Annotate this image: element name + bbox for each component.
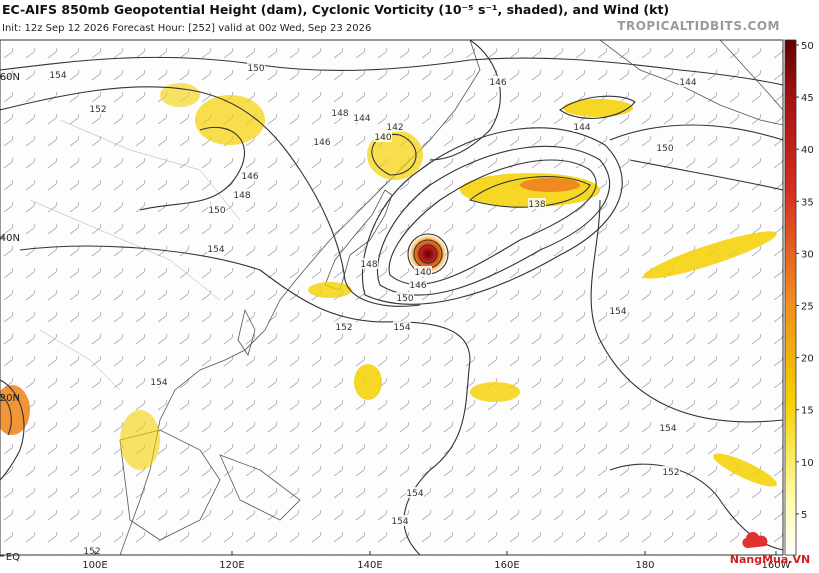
contour-label: 152 [89,105,106,115]
contour-label-bg [662,466,680,477]
contour-label-bg [386,121,404,132]
contour-label: 154 [391,517,408,527]
contour-label-bg [406,487,424,498]
contour-label-bg [659,422,677,433]
contour-label-bg [409,279,427,290]
contour-label: 146 [409,281,426,291]
contour-label: 148 [360,260,377,270]
contour-label-bg [83,545,101,555]
contour-label: 150 [247,64,264,74]
lat-label: 20N [0,393,20,404]
contour-label: 154 [609,307,626,317]
contour-label-bg [360,258,378,269]
colorbar-tick-label: 25 [801,302,814,313]
contour-label: 144 [679,78,696,88]
contour-label: 146 [489,78,506,88]
contour-label: 148 [233,191,250,201]
contour-label: 152 [662,468,679,478]
colorbar-tick-label: 30 [801,249,814,260]
contour-label-bg [353,112,371,123]
vorticity-shading [0,83,777,487]
contour-label: 154 [49,71,66,81]
site-credit: TROPICALTIDBITS.COM [617,19,780,33]
lon-label: 160W [762,560,791,571]
contour-label-bg [241,170,259,181]
contour-label: 144 [353,114,370,124]
watermark-icon [742,532,768,548]
colorbar-scale [784,39,797,556]
contour-label-bg [609,305,627,316]
contour-label-bg [656,142,674,153]
contour-label-bg [313,136,331,147]
lon-label: 120E [219,560,244,571]
map-subtitle: Init: 12z Sep 12 2026 Forecast Hour: [25… [2,23,371,34]
contour-label-bg [233,189,251,200]
contour-label: 150 [208,206,225,216]
map-title: EC-AIFS 850mb Geopotential Height (dam),… [2,2,669,17]
colorbar-tick-label: 40 [801,145,814,156]
contour-label: 150 [656,144,673,154]
contour-label: 146 [313,138,330,148]
colorbar-tick-label: 15 [801,406,814,417]
contour-label: 142 [386,123,403,133]
contour-label-bg [391,515,409,526]
lat-label: 40N [0,233,20,244]
watermark-text: NangMua.VN [730,553,810,566]
lat-label: EQ [6,552,20,563]
contour-label: 144 [573,123,590,133]
contour-label: 148 [331,109,348,119]
contour-label-bg [89,103,107,114]
contour-label: 154 [406,489,423,499]
contour-label-bg [396,292,414,303]
contour-label: 152 [83,547,100,557]
contour-label-bg [374,131,392,142]
contour-label-bg [207,243,225,254]
height-contours [0,40,783,555]
colorbar-tick-label: 45 [801,93,814,104]
contour-label: 140 [374,133,391,143]
lon-label: 100E [82,560,107,571]
colorbar-tick-label: 35 [801,197,814,208]
contour-label-bg [49,69,67,80]
contour-label-bg [331,107,349,118]
contour-label: 154 [207,245,224,255]
contour-label-bg [150,376,168,387]
colorbar-tick-label: 50 [801,41,814,52]
contour-label: 154 [393,323,410,333]
lon-label: 140E [357,560,382,571]
colorbar-tick-label: 10 [801,458,814,469]
contour-label-bg [573,121,591,132]
lon-label: 180 [635,560,654,571]
contour-label: 152 [335,323,352,333]
colorbar: 5 10 15 20 25 30 35 40 45 50 [784,39,814,556]
contour-label-bg [393,321,411,332]
contour-label: 154 [150,378,167,388]
contour-label: 150 [396,294,413,304]
contour-label: 154 [659,424,676,434]
contour-label: 140 [414,268,431,278]
lat-label: 60N [0,72,20,83]
contour-label: 146 [241,172,258,182]
contour-label-bg [528,198,546,209]
land [0,40,783,555]
contour-label-bg [414,266,432,277]
colorbar-tick-label: 20 [801,354,814,365]
watermark: NangMua.VN [730,532,810,566]
contour-label-bg [489,76,507,87]
contour-label: 138 [528,200,545,210]
contour-label-bg [335,321,353,332]
map-frame [0,39,784,556]
map-axes: 60N 40N 20N EQ 100E 120E 140E 160E 180 160W [0,72,791,571]
lon-label: 160E [494,560,519,571]
colorbar-tick-label: 5 [801,510,807,521]
contour-label-bg [247,62,265,73]
contour-label-bg [679,76,697,87]
contour-label-bg [208,204,226,215]
